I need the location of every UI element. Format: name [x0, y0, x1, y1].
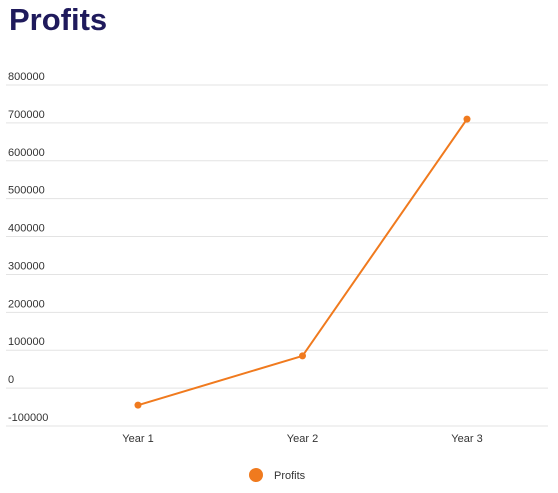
- x-tick-label: Year 2: [287, 433, 318, 445]
- x-tick-label: Year 1: [122, 433, 153, 445]
- legend-label: Profits: [274, 470, 306, 482]
- x-axis-ticks: Year 1 Year 2 Year 3: [122, 433, 482, 445]
- data-point[interactable]: [463, 115, 471, 123]
- legend-marker: [249, 468, 263, 482]
- gridlines: [6, 84, 548, 427]
- y-axis-ticks: 800000 700000 600000 500000 400000 300000 2000…: [8, 71, 48, 424]
- legend: Profits: [249, 468, 306, 482]
- x-tick-label: Year 3: [451, 433, 482, 445]
- data-point[interactable]: [299, 352, 306, 360]
- data-point[interactable]: [134, 401, 142, 409]
- chart-title: Profits: [9, 2, 108, 37]
- y-tick-label: 100000: [8, 336, 45, 348]
- y-tick-label: 200000: [8, 298, 45, 310]
- y-tick-label: 700000: [8, 109, 45, 121]
- y-tick-label: -100000: [8, 412, 48, 424]
- y-tick-label: 400000: [8, 223, 45, 235]
- y-tick-label: 0: [8, 374, 14, 386]
- y-tick-label: 600000: [8, 147, 45, 159]
- y-tick-label: 500000: [8, 185, 45, 197]
- y-tick-label: 300000: [8, 260, 45, 272]
- series-layer: [134, 115, 471, 409]
- series-line: [137, 118, 468, 407]
- y-tick-label: 800000: [8, 71, 45, 83]
